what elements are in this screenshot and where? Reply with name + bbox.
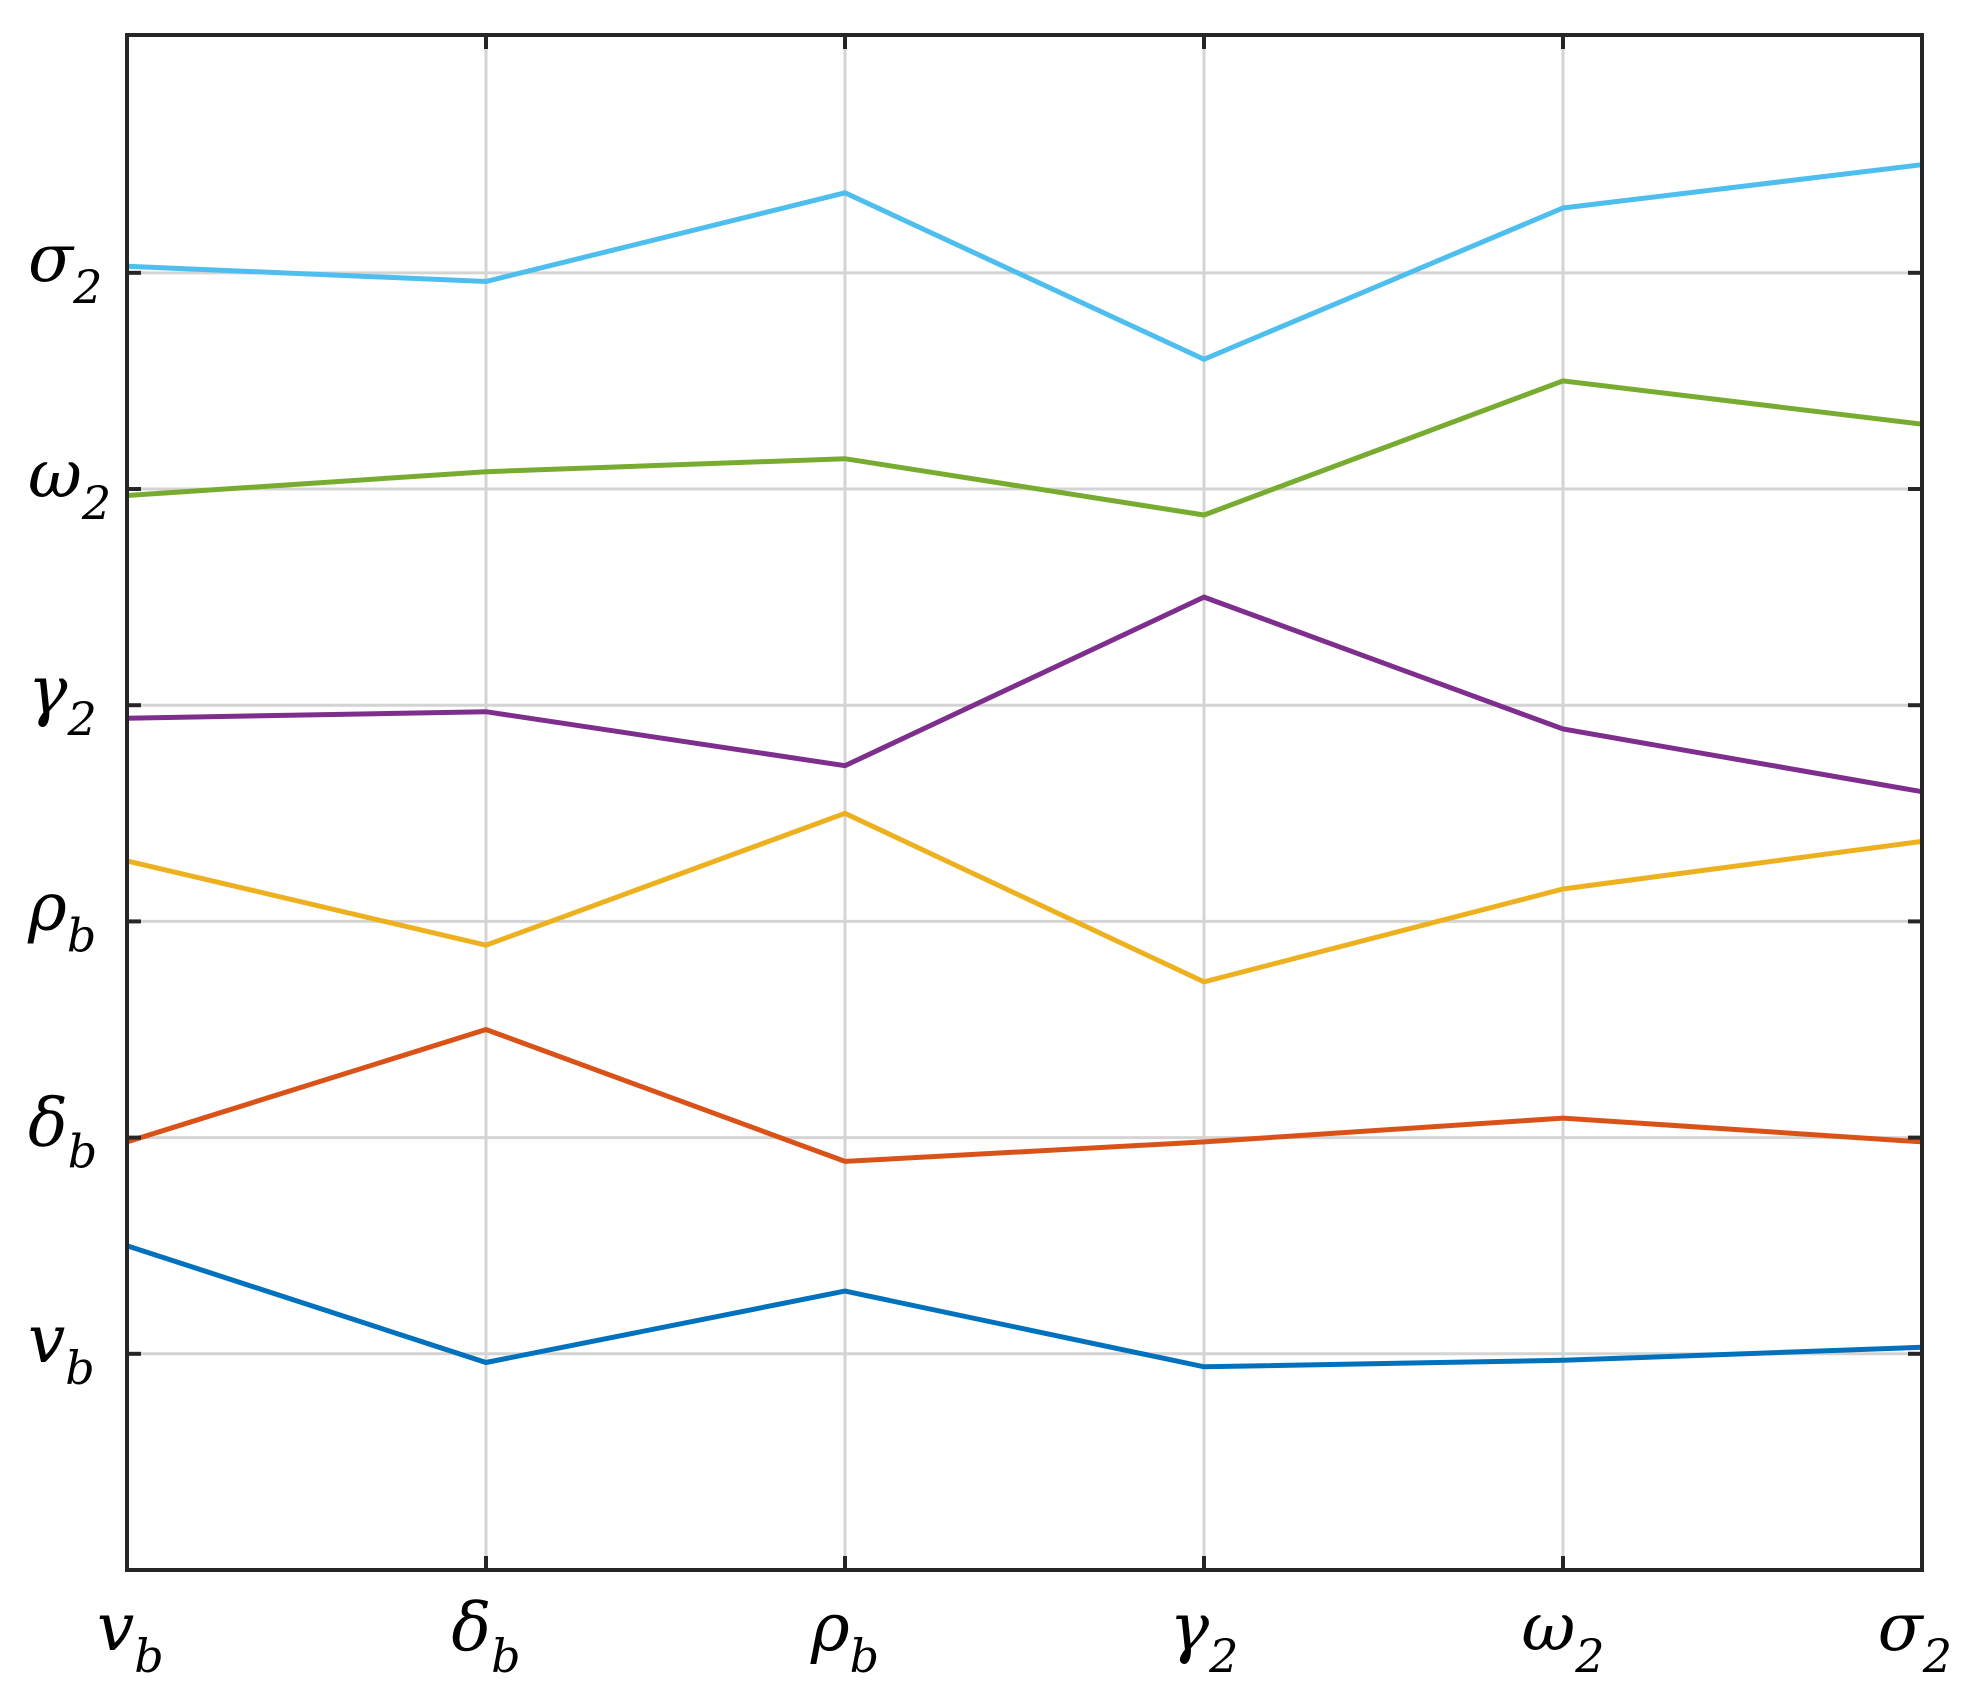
series-line-1 <box>126 1243 1923 1370</box>
x-tick-label: σ2 <box>1878 1589 1952 1683</box>
x-tick-label-symbol: v <box>97 1589 134 1666</box>
x-tick-label-symbol: ρ <box>810 1589 850 1666</box>
x-tick-label-subscript: 2 <box>1574 1629 1604 1683</box>
series-line-2 <box>126 1026 1923 1164</box>
x-tick-labels: vb δb ρb γ2 ω2 σ2 <box>97 1589 1952 1683</box>
y-tick-label-subscript: b <box>65 1341 94 1395</box>
x-tick-label: ρb <box>810 1589 879 1683</box>
y-tick-label: ω2 <box>28 436 111 530</box>
x-tick-label: γ2 <box>1170 1589 1239 1683</box>
x-tick-label-subscript: b <box>491 1629 520 1683</box>
y-tick-label-symbol: ω <box>28 436 82 513</box>
x-tick-label-subscript: 2 <box>1208 1629 1238 1683</box>
y-tick-label-symbol: δ <box>28 1085 68 1162</box>
y-tick-label: γ2 <box>28 652 97 746</box>
plot-frame <box>125 33 1924 1572</box>
x-tick-label: vb <box>97 1589 164 1683</box>
series-line-4 <box>126 594 1923 795</box>
y-tick-label-subscript: 2 <box>72 260 102 314</box>
y-tick-label-symbol: γ <box>28 652 68 729</box>
series-line-6 <box>126 162 1923 363</box>
x-tick-label-symbol: σ <box>1878 1589 1925 1666</box>
y-tick-label-symbol: v <box>28 1301 65 1378</box>
x-tick-label-symbol: ω <box>1521 1589 1575 1666</box>
x-tick-label-subscript: b <box>134 1629 163 1683</box>
y-tick-label: δb <box>28 1085 97 1179</box>
y-tick-label: σ2 <box>28 220 102 314</box>
x-tick-label: δb <box>451 1589 520 1683</box>
y-tick-label-subscript: 2 <box>81 476 111 530</box>
x-tick-label-subscript: 2 <box>1922 1629 1952 1683</box>
series-line-5 <box>126 378 1923 518</box>
x-tick-label-symbol: δ <box>451 1589 491 1666</box>
series-line-3 <box>126 810 1923 985</box>
y-tick-label-symbol: σ <box>28 220 75 297</box>
x-tick-label-symbol: γ <box>1170 1589 1210 1666</box>
x-tick-label: ω2 <box>1521 1589 1604 1683</box>
tick-marks <box>125 35 1924 1570</box>
series-lines <box>126 162 1923 1370</box>
y-tick-label-subscript: b <box>68 1125 97 1179</box>
y-tick-label-symbol: ρ <box>27 868 67 945</box>
x-tick-label-subscript: b <box>850 1629 879 1683</box>
grid-lines <box>127 35 1922 1570</box>
y-tick-label-subscript: b <box>67 908 96 962</box>
y-tick-label: vb <box>28 1301 95 1395</box>
y-tick-label: ρb <box>27 868 96 962</box>
y-tick-label-subscript: 2 <box>66 692 96 746</box>
